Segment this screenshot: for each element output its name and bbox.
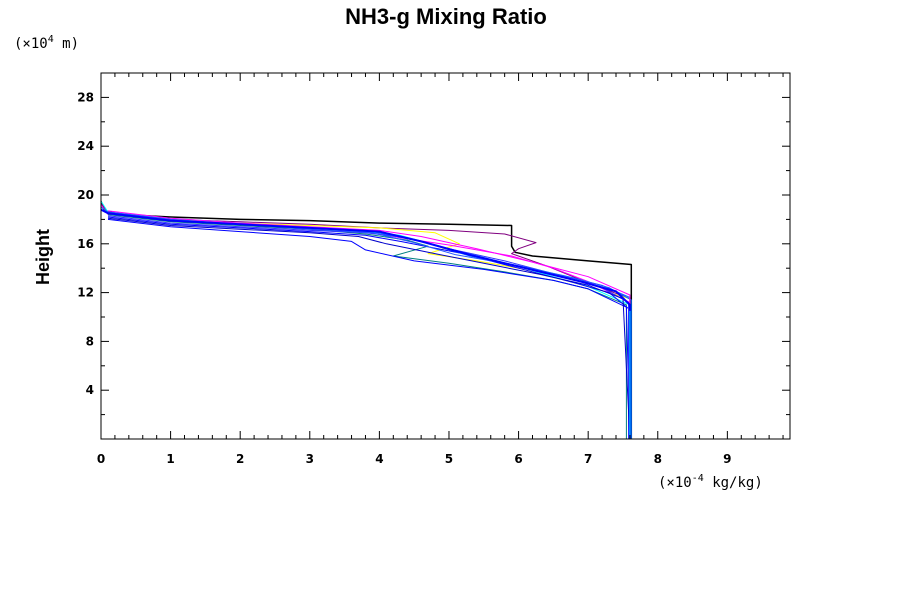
x-tick-label: 2: [236, 452, 244, 466]
y-unit-label: (×104 m): [14, 34, 79, 52]
x-tick-label: 0: [97, 452, 105, 466]
series-line-7: [107, 218, 631, 439]
x-tick-label: 6: [514, 452, 522, 466]
y-tick-label: 8: [86, 334, 94, 348]
series-line-12: [107, 211, 631, 439]
chart-title: NH3-g Mixing Ratio: [345, 4, 547, 29]
y-tick-label: 24: [77, 139, 94, 153]
series-line-11: [107, 217, 631, 439]
y-tick-label: 12: [77, 286, 94, 300]
series-line-4: [101, 204, 631, 439]
series-line-5: [101, 73, 631, 439]
plot-frame: [100, 72, 791, 440]
x-tick-label: 3: [306, 452, 314, 466]
y-tick-label: 4: [86, 383, 94, 397]
series-line-9: [107, 215, 629, 439]
series-line-6: [107, 214, 627, 439]
x-tick-label: 9: [723, 452, 731, 466]
x-tick-label: 8: [654, 452, 662, 466]
series-line-1: [101, 200, 633, 439]
series-line-13: [107, 210, 631, 439]
y-tick-label: 16: [77, 237, 94, 251]
series-layer: [101, 73, 633, 439]
y-tick-label: 28: [77, 90, 94, 104]
series-line-3: [107, 212, 631, 439]
x-tick-label: 7: [584, 452, 592, 466]
y-tick-label: 20: [77, 188, 94, 202]
x-tick-label: 4: [375, 452, 383, 466]
series-line-10: [101, 206, 632, 439]
y-axis-label: Height: [33, 229, 53, 285]
x-tick-label: 5: [445, 452, 453, 466]
x-tick-label: 1: [166, 452, 174, 466]
x-unit-label: (×10-4 kg/kg): [658, 473, 763, 491]
series-line-14: [101, 208, 631, 439]
